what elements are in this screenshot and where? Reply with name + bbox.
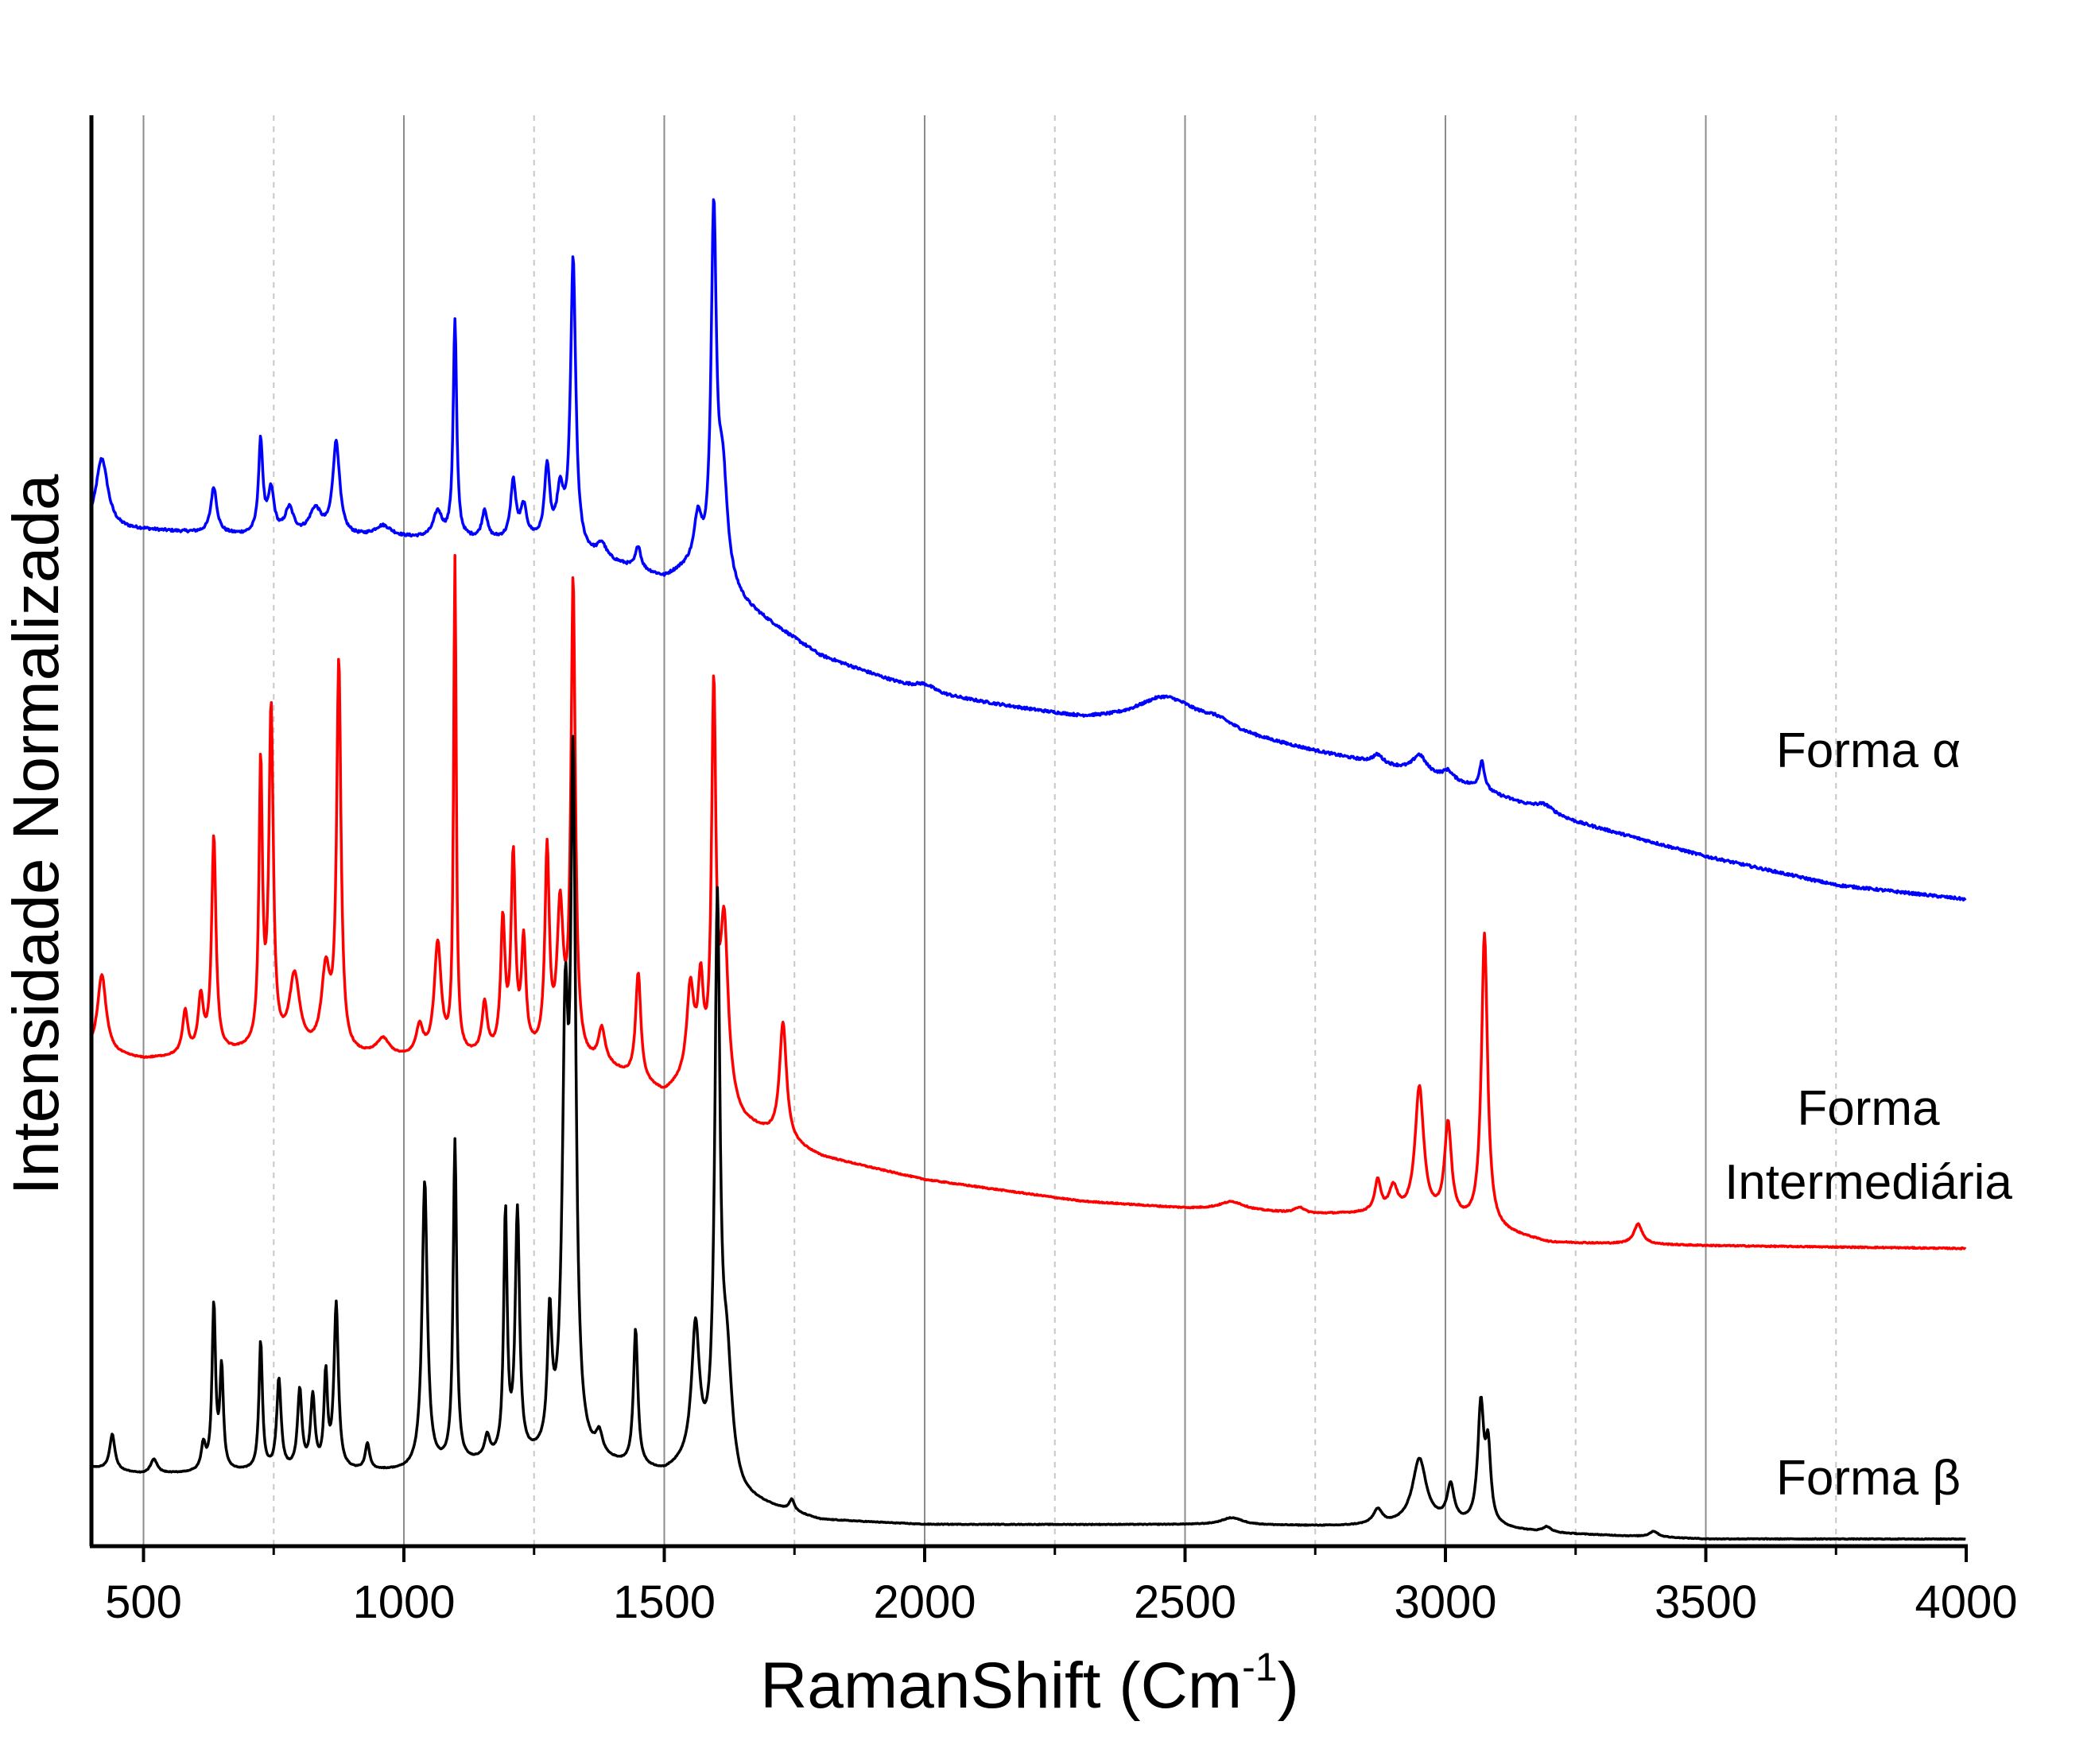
x-ticks: 500 1000 1500 2000 2500 3000 3500 4000 xyxy=(105,1546,2018,1628)
series-label-1-line-1: Intermediária xyxy=(1724,1155,2012,1210)
y-axis-title: Intensidade Normalizada xyxy=(0,474,72,1195)
x-axis-title-close: ) xyxy=(1278,1650,1299,1722)
x-axis-title: RamanShift (Cm-1) xyxy=(760,1645,1299,1722)
series-line-2 xyxy=(91,735,1967,1541)
x-axis-title-main: RamanShift (Cm xyxy=(760,1650,1242,1722)
series-label-1-line-0: Forma xyxy=(1797,1081,1940,1136)
x-tick-label-3000: 3000 xyxy=(1394,1576,1496,1628)
grid-lines xyxy=(142,115,1837,1546)
series-line-1 xyxy=(90,553,1967,1250)
series-label-0-line-0: Forma α xyxy=(1776,723,1961,778)
x-tick-label-2000: 2000 xyxy=(873,1576,976,1628)
series-label-2-line-0: Forma β xyxy=(1776,1451,1961,1506)
x-tick-label-2500: 2500 xyxy=(1134,1576,1236,1628)
x-tick-label-1500: 1500 xyxy=(613,1576,716,1628)
series-labels: Forma α Forma Intermediária Forma β xyxy=(1724,723,2012,1506)
x-tick-label-1000: 1000 xyxy=(352,1576,455,1628)
series-group xyxy=(90,198,1967,1541)
x-tick-label-500: 500 xyxy=(105,1576,182,1628)
series-line-0 xyxy=(90,198,1967,902)
x-axis-title-superscript: -1 xyxy=(1242,1645,1277,1689)
axes xyxy=(89,115,1968,1549)
x-tick-label-3500: 3500 xyxy=(1655,1576,1757,1628)
x-tick-label-4000: 4000 xyxy=(1915,1576,2017,1628)
